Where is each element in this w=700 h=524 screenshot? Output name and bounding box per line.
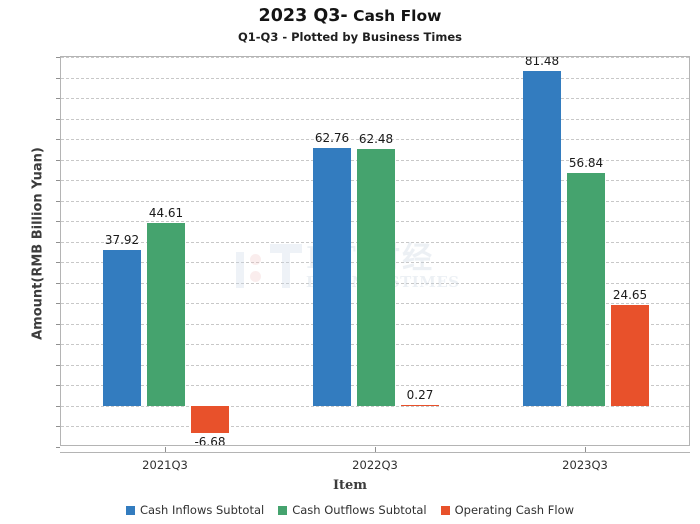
gridline [61,77,689,79]
title-dash: - [340,6,348,26]
x-tick-label: 2022Q3 [352,458,398,472]
y-tick-mark [56,159,60,161]
bar-value-label: 62.48 [358,132,394,147]
bar[interactable] [147,222,185,406]
legend-label: Operating Cash Flow [454,503,575,517]
y-axis-title: Amount(RMB Billion Yuan) [30,147,46,340]
legend-item[interactable]: Operating Cash Flow [440,503,575,517]
y-tick-mark [56,405,60,407]
watermark-logo-icon [236,244,302,288]
y-tick-mark [56,77,60,79]
bar-value-label: 62.76 [314,131,350,146]
y-tick-mark [56,57,60,58]
plot-inner: BT 财经 BUSINESSTIMES 37.9244.61-6.6862.76… [61,57,689,445]
bar[interactable] [191,405,229,434]
bar-value-label: 0.27 [406,387,434,402]
legend-swatch-icon [125,505,135,515]
legend-item[interactable]: Cash Inflows Subtotal [125,503,265,517]
y-tick-mark [56,200,60,202]
chart-legend: Cash Inflows Subtotal Cash Outflows Subto… [0,503,700,517]
bar[interactable] [401,404,439,407]
bar-value-label: -6.68 [194,435,226,445]
y-tick-mark [56,262,60,264]
x-tick-label: 2021Q3 [142,458,188,472]
bar[interactable] [313,148,351,406]
y-tick-mark [56,426,60,428]
bar[interactable] [523,71,561,406]
bar-value-label: 56.84 [568,155,604,170]
gridline [61,118,689,120]
bar-value-label: 81.48 [524,57,560,69]
y-tick-mark [56,98,60,100]
y-tick-mark [56,364,60,366]
bar[interactable] [357,149,395,406]
gridline [61,57,689,58]
gridline [61,139,689,141]
bar[interactable] [567,172,605,406]
x-axis-line [60,452,690,453]
chart-main-title: 2023 Q3- Cash Flow [0,6,700,26]
x-tick-mark [585,447,586,452]
y-tick-mark [56,118,60,120]
gridline [61,98,689,100]
y-tick-mark [56,344,60,346]
bar[interactable] [611,304,649,406]
legend-swatch-icon [440,505,450,515]
y-tick-mark [56,447,60,448]
chart-title-block: 2023 Q3- Cash Flow Q1-Q3 - Plotted by Bu… [0,6,700,44]
y-tick-mark [56,221,60,223]
x-axis-title: Item [332,478,368,493]
legend-item[interactable]: Cash Outflows Subtotal [278,503,427,517]
legend-label: Cash Outflows Subtotal [292,503,427,517]
gridline [61,405,689,407]
y-tick-mark [56,241,60,243]
y-tick-mark [56,282,60,284]
gridline [61,426,689,428]
title-period: 2023 Q3 [258,6,341,26]
y-tick-mark [56,385,60,387]
plot-area: BT 财经 BUSINESSTIMES 37.9244.61-6.6862.76… [56,56,690,448]
bar-value-label: 37.92 [104,233,140,248]
y-tick-mark [56,323,60,325]
x-tick-label: 2023Q3 [562,458,608,472]
title-name: Cash Flow [353,7,442,25]
bar-value-label: 24.65 [612,287,648,302]
bar-value-label: 44.61 [148,205,184,220]
y-tick-mark [56,180,60,182]
x-tick-mark [375,447,376,452]
legend-label: Cash Inflows Subtotal [139,503,265,517]
y-tick-mark [56,303,60,305]
y-tick-mark [56,139,60,141]
bar[interactable] [103,250,141,406]
chart-subtitle: Q1-Q3 - Plotted by Business Times [238,30,462,44]
x-tick-mark [165,447,166,452]
legend-swatch-icon [278,505,288,515]
